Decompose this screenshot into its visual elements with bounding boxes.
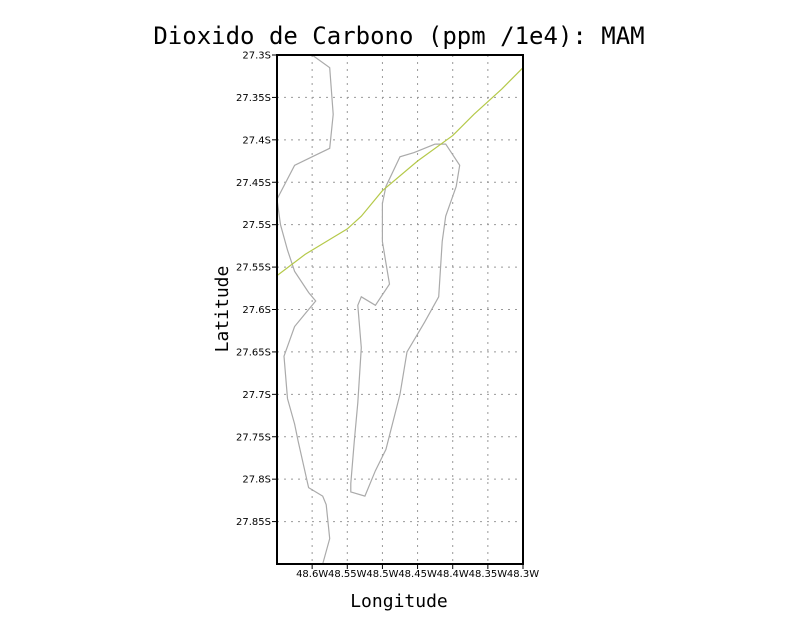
y-tick-label: 27.3S — [242, 51, 271, 62]
x-tick-label: 48.4W — [437, 569, 469, 580]
y-tick-label: 27.8S — [242, 475, 271, 486]
y-tick-label: 27.45S — [236, 178, 271, 189]
y-tick-label: 27.6S — [242, 305, 271, 316]
coastline-layer — [276, 54, 461, 565]
y-tick-label: 27.55S — [236, 263, 271, 274]
grid-lines — [277, 55, 523, 564]
y-tick-label: 27.75S — [236, 432, 271, 443]
y-axis-ticks: 27.3S 27.35S 27.4S 27.45S 27.5S 27.55S 27.6S 27… — [236, 51, 277, 528]
y-tick-label: 27.35S — [236, 93, 271, 104]
y-tick-label: 27.65S — [236, 347, 271, 358]
y-tick-label: 27.4S — [242, 135, 271, 146]
x-axis-label: Longitude — [350, 591, 448, 612]
x-tick-label: 48.6W — [296, 569, 328, 580]
y-tick-label: 27.5S — [242, 220, 271, 231]
x-tick-label: 48.45W — [398, 569, 437, 580]
coastline-2 — [350, 143, 461, 497]
x-tick-label: 48.3W — [507, 569, 539, 580]
y-tick-label: 27.85S — [236, 517, 271, 528]
x-tick-label: 48.35W — [469, 569, 508, 580]
contour-line — [276, 67, 524, 277]
x-axis-ticks: 48.6W 48.55W 48.5W 48.45W 48.4W 48.35W 48.3W — [296, 564, 539, 580]
contour-layer — [276, 67, 524, 277]
y-tick-label: 27.7S — [242, 390, 271, 401]
chart-title: Dioxido de Carbono (ppm /1e4): MAM — [153, 22, 644, 50]
x-tick-label: 48.5W — [366, 569, 398, 580]
y-axis-label: Latitude — [212, 266, 233, 353]
x-tick-label: 48.55W — [328, 569, 367, 580]
coastline-1 — [276, 54, 334, 565]
